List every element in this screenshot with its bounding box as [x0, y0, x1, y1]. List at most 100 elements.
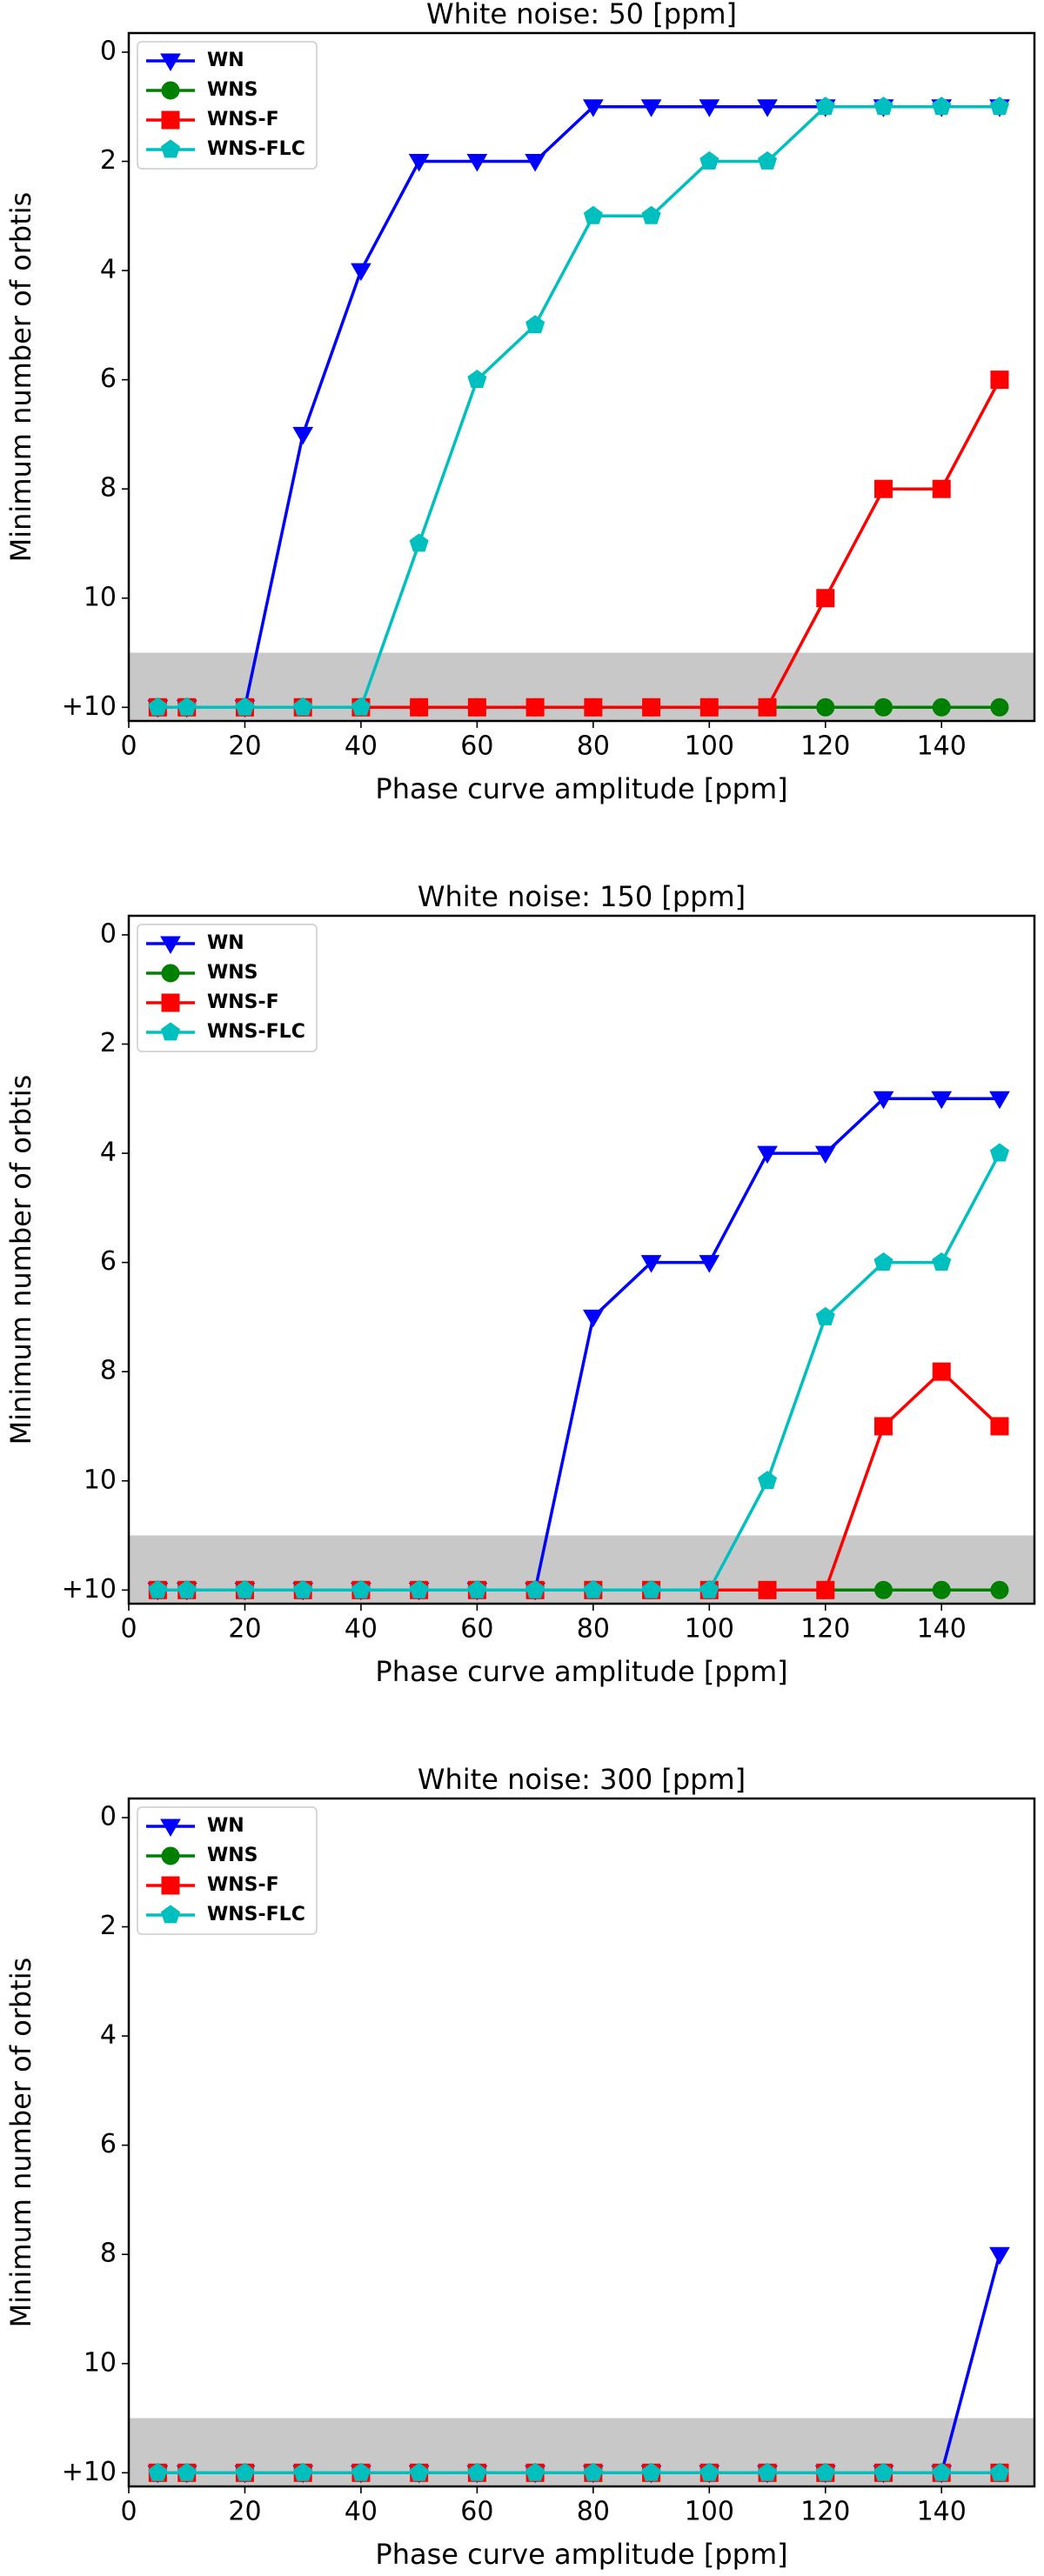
marker: [932, 1252, 952, 1271]
x-axis-label: Phase curve amplitude [ppm]: [375, 1655, 787, 1688]
legend-label: WNS-FLC: [207, 1904, 305, 1925]
marker: [816, 697, 835, 717]
y-tick-label: +10: [62, 2457, 117, 2487]
legend: WN WNS WNS-F WNS-FLC: [137, 924, 318, 1052]
marker: [410, 697, 429, 717]
plot-area: [147, 97, 1010, 718]
marker: [160, 139, 181, 158]
y-tick-label: +10: [62, 691, 117, 722]
x-tick-label: 40: [345, 1614, 378, 1645]
plot-area: [147, 2246, 1010, 2484]
marker: [160, 53, 181, 71]
legend-label: WNS-F: [207, 109, 279, 130]
marker: [642, 697, 661, 717]
series-line: [157, 1097, 1000, 1592]
x-tick-label: 0: [120, 1614, 137, 1645]
shaded-band: [129, 1535, 1034, 1604]
marker: [161, 110, 180, 130]
marker: [148, 1579, 168, 1598]
marker: [235, 697, 255, 716]
x-tick-label: 80: [577, 731, 610, 762]
marker: [177, 1579, 197, 1598]
marker: [467, 370, 487, 389]
x-tick-label: 60: [460, 731, 493, 762]
y-tick-label: 0: [100, 1801, 117, 1832]
marker: [640, 1255, 662, 1273]
marker: [641, 1579, 661, 1598]
legend-label: WNS-F: [207, 991, 279, 1013]
marker: [757, 2462, 778, 2481]
marker: [467, 1579, 487, 1598]
marker: [814, 1145, 836, 1165]
marker: [582, 1309, 604, 1328]
marker: [235, 1579, 255, 1598]
y-tick-label: +10: [62, 1574, 117, 1605]
y-tick-label: 8: [100, 1356, 117, 1386]
marker: [641, 205, 661, 224]
marker: [161, 1876, 180, 1895]
marker: [641, 2462, 661, 2481]
y-axis-label: Minimum number of orbtis: [4, 1958, 37, 2328]
marker: [815, 97, 835, 116]
marker: [699, 150, 719, 170]
y-axis-label: Minimum number of orbtis: [4, 1075, 37, 1445]
marker: [525, 154, 545, 172]
y-tick-label: 2: [100, 1028, 117, 1058]
marker: [525, 1579, 545, 1598]
marker: [932, 1580, 951, 1599]
marker: [351, 263, 371, 282]
shaded-band: [129, 2418, 1034, 2486]
chart-title: White noise: 300 [ppm]: [418, 1763, 746, 1796]
x-tick-label: 80: [577, 2497, 610, 2527]
axes-frame: [127, 1797, 1036, 2488]
marker: [351, 697, 371, 716]
marker: [758, 1580, 777, 1599]
x-tick-label: 20: [228, 1614, 261, 1645]
marker: [525, 2462, 545, 2481]
marker: [989, 2246, 1010, 2266]
marker: [932, 1362, 951, 1381]
marker: [990, 1417, 1009, 1436]
marker: [525, 315, 545, 334]
legend-label: WNS: [207, 962, 258, 984]
marker: [293, 2462, 313, 2481]
marker: [293, 1579, 313, 1598]
marker: [873, 97, 893, 116]
y-tick-label: 2: [100, 1911, 117, 1941]
marker: [408, 154, 430, 172]
x-tick-label: 100: [685, 2497, 734, 2527]
marker: [466, 154, 488, 172]
marker: [409, 533, 429, 552]
marker: [989, 1091, 1010, 1110]
marker: [873, 1091, 894, 1110]
marker: [873, 2462, 893, 2481]
marker: [177, 697, 197, 716]
marker: [699, 2462, 719, 2481]
marker: [990, 370, 1009, 390]
marker: [584, 697, 603, 717]
marker: [816, 1580, 835, 1599]
marker: [161, 993, 180, 1012]
y-tick-label: 0: [100, 918, 117, 949]
x-tick-label: 60: [460, 1614, 493, 1645]
y-tick-label: 6: [100, 2129, 117, 2159]
marker: [757, 150, 778, 170]
marker: [989, 1143, 1010, 1162]
x-tick-label: 120: [800, 2497, 850, 2527]
legend: WN WNS WNS-F WNS-FLC: [137, 1806, 318, 1935]
marker: [583, 205, 603, 224]
marker: [932, 697, 951, 717]
shaded-band: [129, 652, 1034, 721]
x-tick-label: 20: [228, 2497, 261, 2527]
marker: [148, 2462, 168, 2481]
axes-frame: [127, 914, 1036, 1605]
marker: [931, 1091, 953, 1110]
y-tick-label: 0: [100, 36, 117, 66]
legend-label: WN: [207, 932, 244, 954]
y-tick-label: 6: [100, 1246, 117, 1277]
marker: [815, 2462, 835, 2481]
marker: [160, 936, 181, 954]
marker: [161, 964, 180, 983]
marker: [990, 1580, 1009, 1599]
